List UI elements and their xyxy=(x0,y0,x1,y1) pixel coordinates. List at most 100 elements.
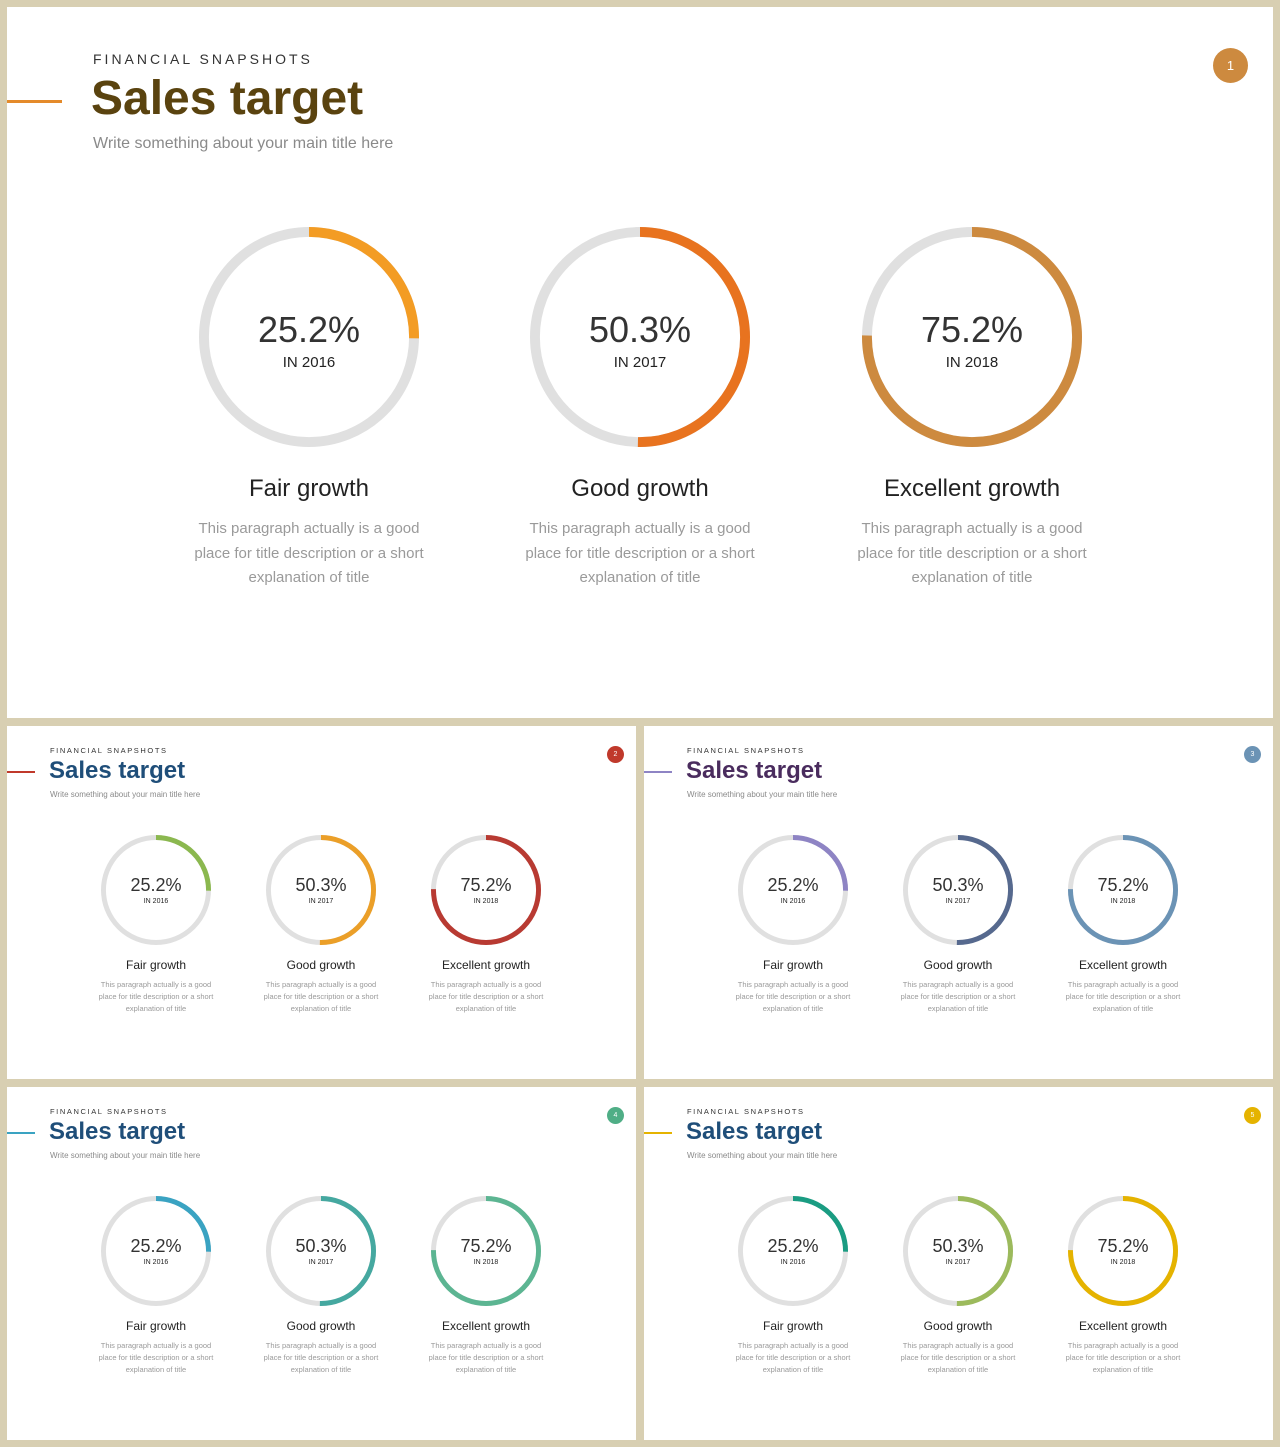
donut-2017-value: 50.3% xyxy=(932,875,984,895)
slide-4[interactable]: FINANCIAL SNAPSHOTS Sales target Write s… xyxy=(7,1087,636,1440)
card-desc-fair-growth: This paragraph actually is a good place … xyxy=(98,980,214,1013)
slide-number-badge: 1 xyxy=(1213,48,1248,83)
slide-title: Sales target xyxy=(49,1118,186,1145)
slide-1[interactable]: FINANCIAL SNAPSHOTS Sales target Write s… xyxy=(7,7,1273,718)
donut-2016-year: IN 2016 xyxy=(143,1259,169,1266)
donut-2018-value: 75.2% xyxy=(460,875,512,895)
card-desc-excellent-growth: This paragraph actually is a good place … xyxy=(1065,1341,1181,1374)
donut-arc xyxy=(101,835,211,945)
donut-2017-svg xyxy=(266,1196,376,1306)
donut-arc xyxy=(1068,835,1178,945)
donut-arc xyxy=(530,227,750,447)
donut-2016: 25.2% IN 2016 xyxy=(738,835,848,945)
card-desc-excellent-growth: This paragraph actually is a good place … xyxy=(857,520,1087,586)
card-title-excellent-growth: Excellent growth xyxy=(1078,958,1168,972)
slide-title: Sales target xyxy=(91,72,364,125)
donut-2017-year: IN 2017 xyxy=(945,898,971,905)
slide-5[interactable]: FINANCIAL SNAPSHOTS Sales target Write s… xyxy=(644,1087,1273,1440)
donut-2016-year: IN 2016 xyxy=(780,1259,806,1266)
card-title-good-growth: Good growth xyxy=(923,1319,993,1333)
donut-2016-value: 25.2% xyxy=(767,1236,819,1256)
card-desc-excellent-growth: This paragraph actually is a good place … xyxy=(428,980,544,1013)
card-desc-good-growth: This paragraph actually is a good place … xyxy=(900,980,1016,1013)
donut-2018: 75.2% IN 2018 xyxy=(862,227,1082,447)
donut-arc xyxy=(738,835,848,945)
donut-2016-svg xyxy=(101,835,211,945)
slide-kicker: FINANCIAL SNAPSHOTS xyxy=(93,51,313,67)
card-title-excellent-growth: Excellent growth xyxy=(441,1319,531,1333)
card-title-excellent-growth: Excellent growth xyxy=(883,475,1061,502)
donut-2017-value: 50.3% xyxy=(295,875,347,895)
card-desc-good-growth: This paragraph actually is a good place … xyxy=(525,520,755,586)
donut-2017-svg xyxy=(530,227,750,447)
donut-2017-year: IN 2017 xyxy=(308,1259,334,1266)
donut-arc xyxy=(738,1196,848,1306)
donut-2018: 75.2% IN 2018 xyxy=(431,1196,541,1306)
donut-2017-value: 50.3% xyxy=(295,1236,347,1256)
slide-3[interactable]: FINANCIAL SNAPSHOTS Sales target Write s… xyxy=(644,726,1273,1079)
donut-2017-value: 50.3% xyxy=(588,309,692,350)
slide-title: Sales target xyxy=(49,757,186,784)
donut-2017-svg xyxy=(903,1196,1013,1306)
donut-2017-year: IN 2017 xyxy=(308,898,334,905)
donut-2018-value: 75.2% xyxy=(920,309,1024,350)
donut-2016-value: 25.2% xyxy=(130,1236,182,1256)
donut-2018-year: IN 2018 xyxy=(945,354,999,371)
slide-number-badge: 5 xyxy=(1244,1107,1261,1124)
donut-2018-value: 75.2% xyxy=(1097,1236,1149,1256)
donut-2018-year: IN 2018 xyxy=(473,1259,499,1266)
donut-2018-value: 75.2% xyxy=(460,1236,512,1256)
donut-2016-value: 25.2% xyxy=(257,309,361,350)
donut-2018-year: IN 2018 xyxy=(1110,1259,1136,1266)
donut-2017: 50.3% IN 2017 xyxy=(903,835,1013,945)
card-desc-excellent-growth: This paragraph actually is a good place … xyxy=(428,1341,544,1374)
slide-kicker: FINANCIAL SNAPSHOTS xyxy=(687,746,805,755)
donut-2018-year: IN 2018 xyxy=(1110,898,1136,905)
donut-arc xyxy=(101,1196,211,1306)
accent-line xyxy=(644,1132,672,1134)
donut-arc xyxy=(903,835,1013,945)
donut-arc xyxy=(862,227,1082,447)
slide-number-badge: 2 xyxy=(607,746,624,763)
accent-line xyxy=(7,1132,35,1134)
donut-2018-svg xyxy=(1068,835,1178,945)
donut-2017: 50.3% IN 2017 xyxy=(266,1196,376,1306)
donut-2016-year: IN 2016 xyxy=(282,354,336,371)
donut-2018-year: IN 2018 xyxy=(473,898,499,905)
slide-subtitle: Write something about your main title he… xyxy=(687,790,838,799)
slide-subtitle: Write something about your main title he… xyxy=(93,135,394,152)
donut-arc xyxy=(431,835,541,945)
card-title-fair-growth: Fair growth xyxy=(248,475,370,502)
donut-2018-svg xyxy=(431,1196,541,1306)
donut-2017-year: IN 2017 xyxy=(613,354,667,371)
donut-2016: 25.2% IN 2016 xyxy=(101,1196,211,1306)
card-title-good-growth: Good growth xyxy=(286,958,356,972)
card-title-good-growth: Good growth xyxy=(923,958,993,972)
donut-2017-svg xyxy=(266,835,376,945)
slide-number-badge: 4 xyxy=(607,1107,624,1124)
donut-2016-svg xyxy=(199,227,419,447)
donut-2016-year: IN 2016 xyxy=(780,898,806,905)
donut-2017-svg xyxy=(903,835,1013,945)
donut-arc xyxy=(266,1196,376,1306)
slide-title: Sales target xyxy=(686,757,823,784)
donut-2018: 75.2% IN 2018 xyxy=(431,835,541,945)
donut-arc xyxy=(266,835,376,945)
slide-2[interactable]: FINANCIAL SNAPSHOTS Sales target Write s… xyxy=(7,726,636,1079)
card-desc-excellent-growth: This paragraph actually is a good place … xyxy=(1065,980,1181,1013)
donut-2017-value: 50.3% xyxy=(932,1236,984,1256)
slide-number-badge: 3 xyxy=(1244,746,1261,763)
donut-2016-svg xyxy=(738,1196,848,1306)
donut-arc xyxy=(1068,1196,1178,1306)
card-title-good-growth: Good growth xyxy=(571,475,709,502)
donut-2016: 25.2% IN 2016 xyxy=(101,835,211,945)
donut-2016-year: IN 2016 xyxy=(143,898,169,905)
donut-arc xyxy=(199,227,419,447)
slide-title: Sales target xyxy=(686,1118,823,1145)
card-desc-good-growth: This paragraph actually is a good place … xyxy=(263,980,379,1013)
donut-2018-value: 75.2% xyxy=(1097,875,1149,895)
donut-2016-value: 25.2% xyxy=(767,875,819,895)
slide-subtitle: Write something about your main title he… xyxy=(50,1151,201,1160)
donut-2016: 25.2% IN 2016 xyxy=(738,1196,848,1306)
slide-kicker: FINANCIAL SNAPSHOTS xyxy=(50,1107,168,1116)
